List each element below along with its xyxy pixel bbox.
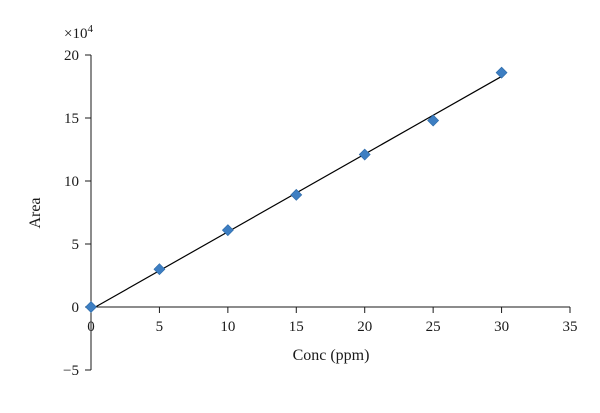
y-multiplier-base: ×10 bbox=[64, 26, 87, 42]
axes bbox=[90, 55, 570, 370]
data-point bbox=[495, 66, 508, 79]
y-axis-multiplier: ×104 bbox=[64, 23, 93, 42]
data-point bbox=[85, 301, 97, 313]
x-tick-label: 5 bbox=[156, 319, 164, 335]
data-point bbox=[153, 263, 166, 276]
y-axis-label: Area bbox=[27, 197, 44, 228]
x-tick-label: 0 bbox=[87, 319, 95, 335]
x-axis-label: Conc (ppm) bbox=[293, 347, 370, 364]
ticks: 0 5 10 15 20 25 30 35 −5 0 5 10 15 20 bbox=[63, 48, 577, 379]
data-point bbox=[221, 224, 234, 237]
y-multiplier-exponent: 4 bbox=[87, 23, 93, 35]
x-tick-label: 25 bbox=[426, 319, 441, 335]
data-points bbox=[85, 66, 508, 313]
y-tick-label: 5 bbox=[72, 237, 80, 253]
y-tick-label: 15 bbox=[64, 111, 79, 127]
y-tick-label: 0 bbox=[72, 300, 80, 316]
y-tick-label: 10 bbox=[64, 174, 79, 190]
x-tick-label: 15 bbox=[289, 319, 304, 335]
x-tick-label: 10 bbox=[220, 319, 235, 335]
x-tick-label: 30 bbox=[494, 319, 509, 335]
data-point bbox=[290, 188, 303, 201]
data-point bbox=[358, 148, 371, 161]
y-tick-label: 20 bbox=[64, 48, 79, 64]
x-tick-label: 35 bbox=[563, 319, 578, 335]
y-tick-label: −5 bbox=[63, 363, 79, 379]
data-point bbox=[427, 114, 440, 127]
x-tick-label: 20 bbox=[357, 319, 372, 335]
